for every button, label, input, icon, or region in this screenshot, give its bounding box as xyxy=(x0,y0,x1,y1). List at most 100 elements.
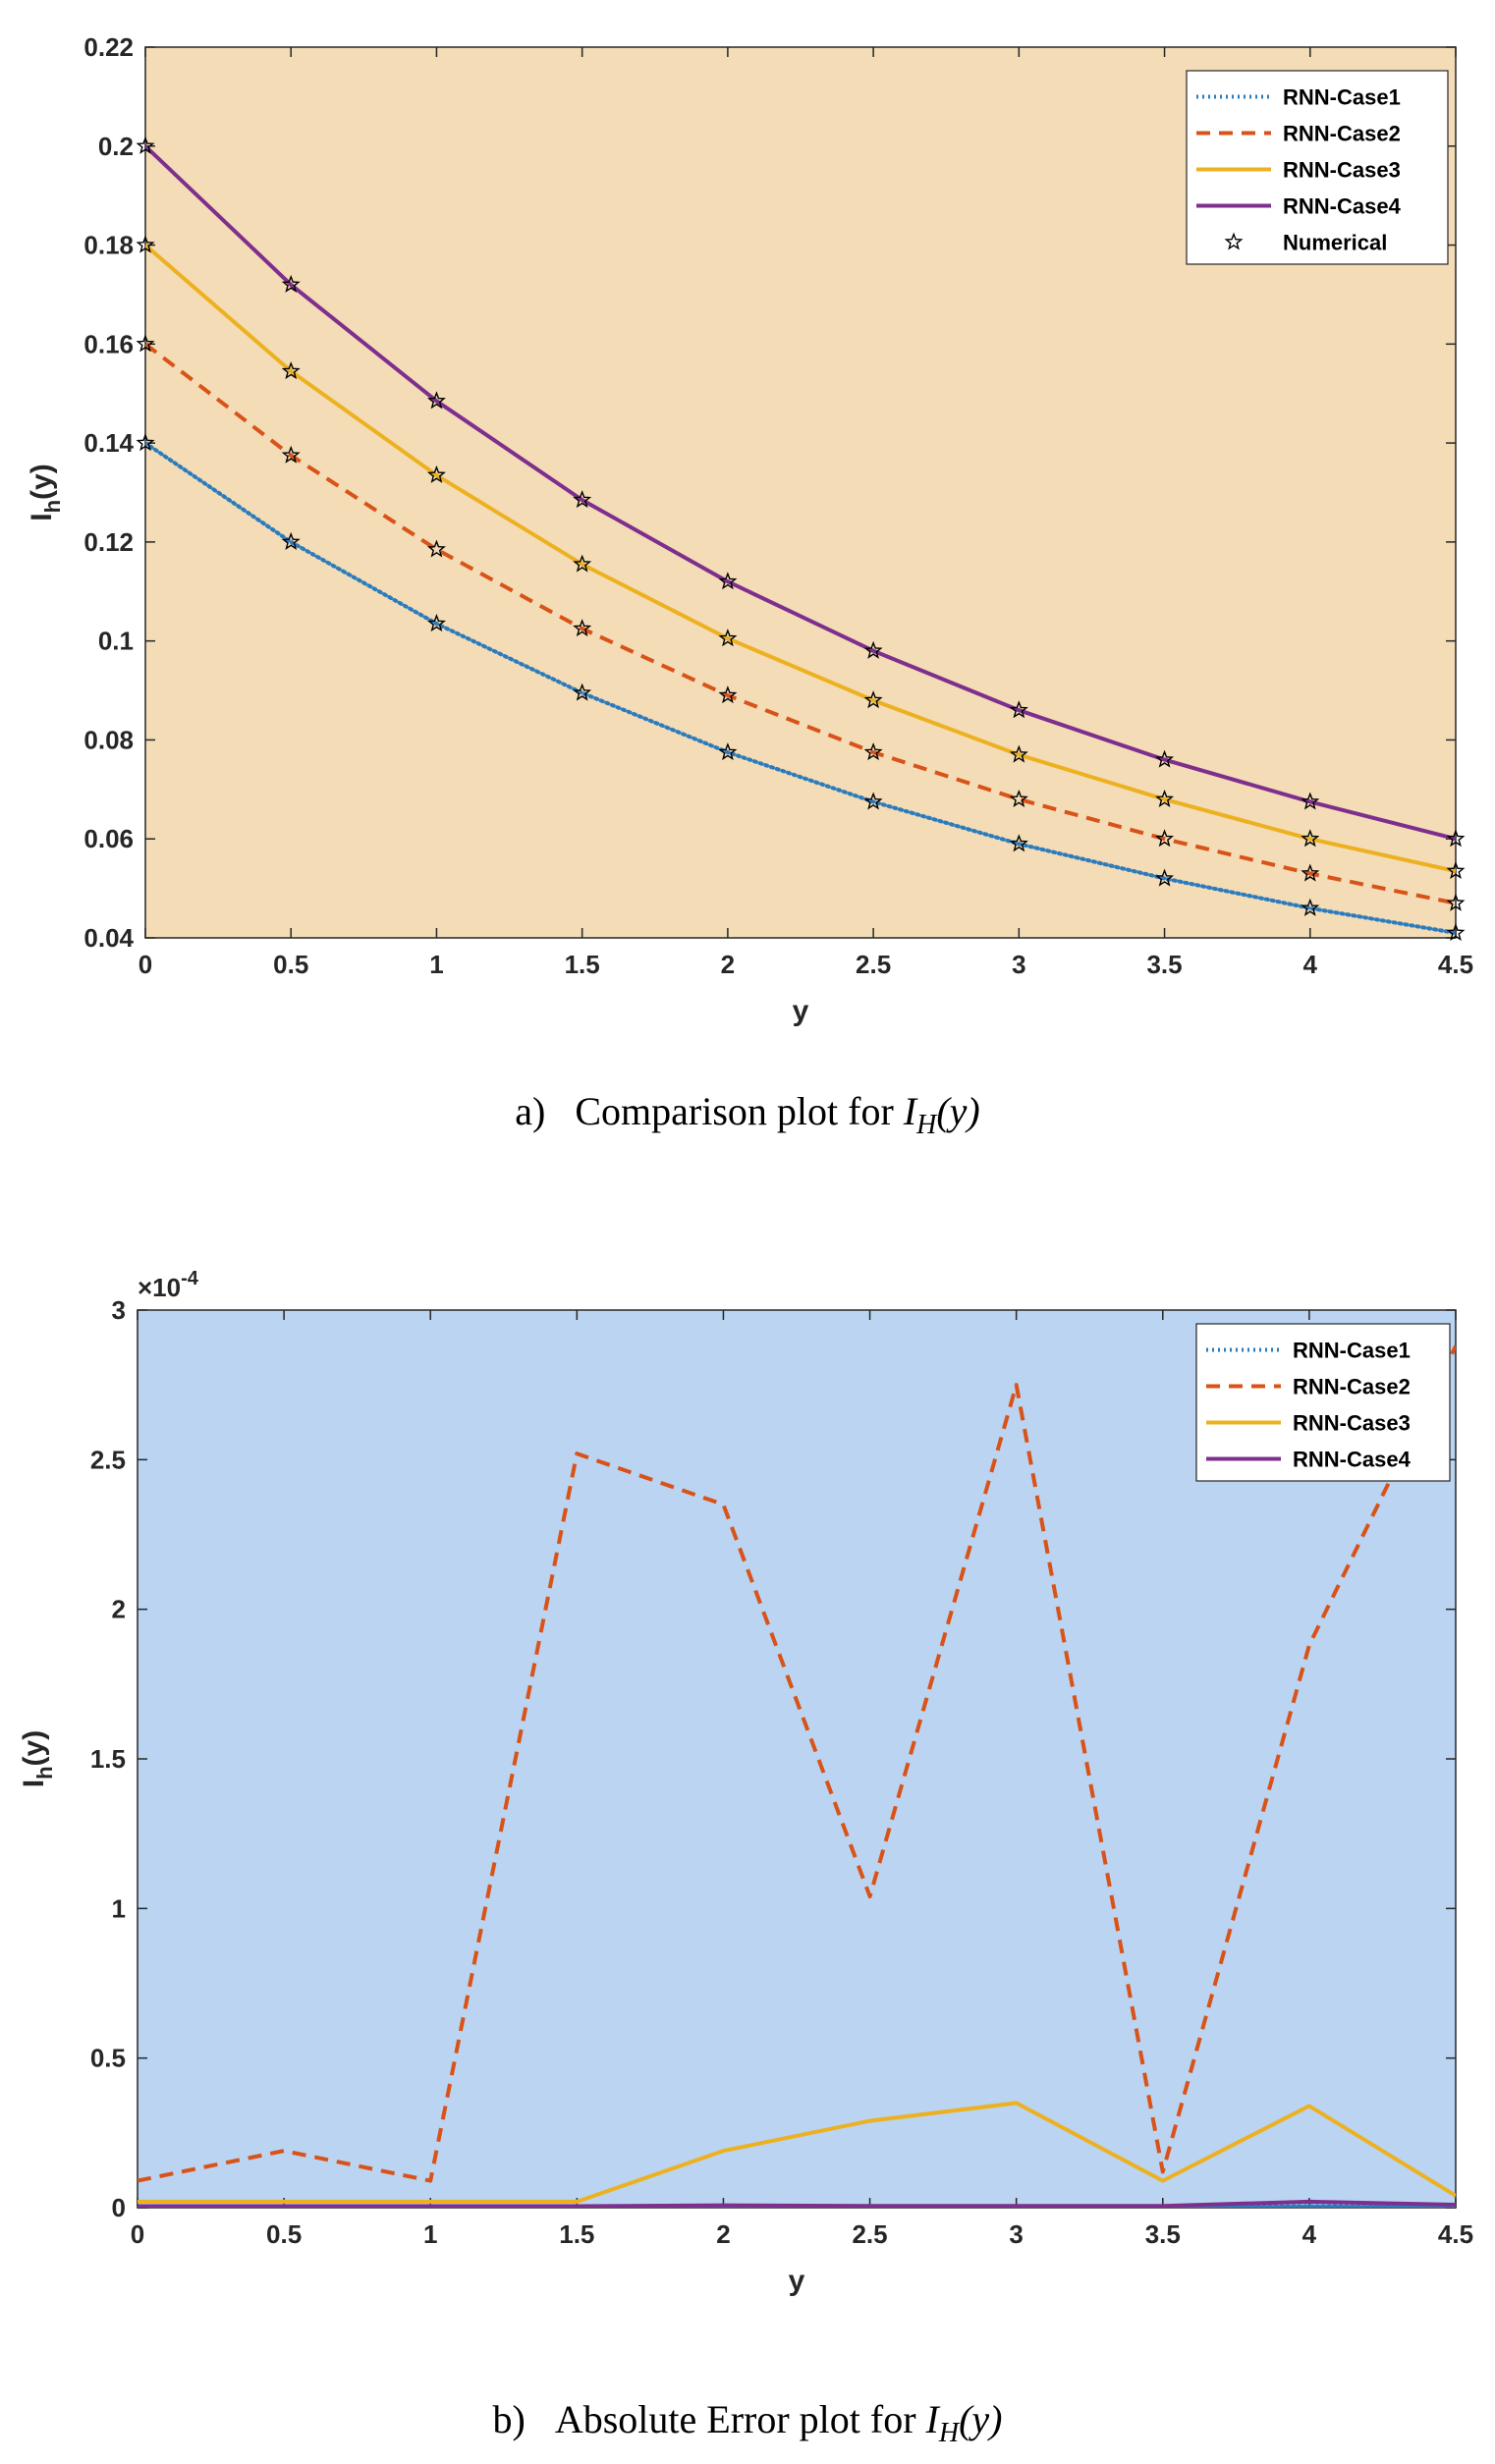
numerical-marker xyxy=(1301,829,1320,848)
numerical-marker xyxy=(573,554,592,573)
y-axis-label: Ih(y) xyxy=(26,464,65,520)
caption-math: I xyxy=(925,2397,939,2441)
series-line-rnn-case4 xyxy=(145,144,1456,842)
y-tick-label: 0.12 xyxy=(83,527,134,557)
x-tick-label: 1.5 xyxy=(565,950,600,979)
x-tick-label: 3.5 xyxy=(1145,2219,1181,2249)
x-tick-label: 2.5 xyxy=(856,950,891,979)
numerical-marker xyxy=(1009,834,1028,852)
numerical-marker xyxy=(1155,829,1175,848)
error-chart: 0 0.5 1 1.5 2 2.5 3 3.5 4 4.5 0 0.5 1 1.5 2 2.5 3 y Ih(y) ×… xyxy=(18,1268,1473,2297)
legend-label: RNN-Case1 xyxy=(1283,85,1401,110)
numerical-marker xyxy=(718,572,738,590)
numerical-marker xyxy=(1301,792,1320,810)
y-tick-label: 1.5 xyxy=(90,1744,126,1774)
x-tick-label: 4 xyxy=(1303,950,1318,979)
x-tick-label: 0.5 xyxy=(266,2219,302,2249)
numerical-marker xyxy=(1301,863,1320,882)
legend-marker-numerical xyxy=(1224,232,1244,250)
x-tick-label: 2 xyxy=(716,2219,730,2249)
x-tick-label: 1.5 xyxy=(559,2219,594,2249)
numerical-marker xyxy=(426,465,446,483)
x-tick-label: 3 xyxy=(1009,2219,1023,2249)
comparison-figure: 0 0.5 1 1.5 2 2.5 3 3.5 4 4.5 0.04 0.06 0.08 0.1 0.12 0… xyxy=(0,0,1495,1140)
series-group xyxy=(138,1344,1456,2208)
numerical-marker xyxy=(281,361,301,380)
numerical-marker xyxy=(136,334,155,353)
numerical-marker xyxy=(426,539,446,558)
caption-label: a) xyxy=(515,1089,546,1133)
x-tick-label: 2.5 xyxy=(852,2219,887,2249)
caption-text: Absolute Error plot for xyxy=(554,2397,916,2441)
numerical-marker xyxy=(136,235,155,253)
numerical-marker xyxy=(573,683,592,701)
numerical-marker xyxy=(573,619,592,637)
caption-text: Comparison plot for xyxy=(575,1089,894,1133)
numerical-marker xyxy=(281,445,301,464)
y-tick-label: 0.14 xyxy=(83,428,134,458)
legend-label: RNN-Case4 xyxy=(1293,1448,1412,1472)
x-tick-label: 4 xyxy=(1302,2219,1317,2249)
numerical-marker xyxy=(426,391,446,410)
numerical-marker xyxy=(1009,700,1028,719)
legend-label: RNN-Case4 xyxy=(1283,194,1402,219)
y-scale-label: ×10-4 xyxy=(138,1268,199,1302)
y-tick-label: 2.5 xyxy=(90,1445,126,1474)
y-tick-label: 0.22 xyxy=(83,32,134,62)
y-tick-label: 0.2 xyxy=(98,132,134,161)
numerical-marker xyxy=(1446,861,1466,880)
error-caption: b) Absolute Error plot for IH(y) xyxy=(0,2396,1495,2450)
legend-label: RNN-Case2 xyxy=(1283,122,1401,146)
numerical-marker xyxy=(1446,922,1466,942)
caption-label: b) xyxy=(492,2397,526,2441)
numerical-marker xyxy=(136,136,155,154)
numerical-marker xyxy=(1009,789,1028,807)
numerical-marker xyxy=(1446,893,1466,911)
numerical-marker xyxy=(863,792,883,810)
x-tick-label: 0.5 xyxy=(273,950,308,979)
numerical-marker xyxy=(718,685,738,704)
x-tick-label: 4.5 xyxy=(1438,950,1473,979)
legend-label: RNN-Case2 xyxy=(1293,1375,1411,1399)
y-tick-label: 0.16 xyxy=(83,329,134,358)
numerical-marker xyxy=(718,742,738,761)
x-tick-label: 1 xyxy=(423,2219,437,2249)
numerical-marker xyxy=(863,640,883,659)
x-axis-label: y xyxy=(789,2265,805,2297)
numerical-marker xyxy=(426,614,446,632)
y-tick-label: 3 xyxy=(112,1295,126,1325)
caption-math: I xyxy=(903,1089,917,1133)
numerical-marker xyxy=(1155,749,1175,768)
series-line-rnn-case3 xyxy=(145,244,1456,873)
y-tick-label: 0.06 xyxy=(83,824,134,853)
numerical-marker xyxy=(1155,868,1175,887)
legend-label: RNN-Case1 xyxy=(1293,1339,1411,1363)
x-tick-label: 4.5 xyxy=(1438,2219,1473,2249)
series-line-rnn-case4 xyxy=(138,2199,1456,2208)
x-tick-label: 1 xyxy=(429,950,443,979)
error-figure: 0 0.5 1 1.5 2 2.5 3 3.5 4 4.5 0 0.5 1 1.5 2 2.5 3 y Ih(y) ×… xyxy=(0,1257,1495,2464)
numerical-marker xyxy=(863,742,883,761)
x-tick-label: 3.5 xyxy=(1146,950,1182,979)
legend-label: RNN-Case3 xyxy=(1283,158,1401,183)
x-tick-label: 0 xyxy=(131,2219,144,2249)
y-tick-label: 0.5 xyxy=(90,2044,126,2073)
legend-label: Numerical xyxy=(1283,231,1387,255)
comparison-caption: a) Comparison plot for IH(y) xyxy=(0,1088,1495,1142)
numerical-marker xyxy=(1155,789,1175,807)
numerical-marker xyxy=(281,531,301,550)
numerical-marker xyxy=(1446,829,1466,848)
y-tick-label: 0.18 xyxy=(83,231,134,260)
legend-label: RNN-Case3 xyxy=(1293,1411,1411,1436)
numerical-marker xyxy=(573,490,592,509)
series-group xyxy=(145,144,1456,935)
y-tick-label: 0.08 xyxy=(83,725,134,754)
y-axis-label: Ih(y) xyxy=(18,1730,57,1787)
series-line-rnn-case1 xyxy=(145,441,1456,935)
caption-math-arg: (y) xyxy=(959,2397,1003,2441)
y-tick-label: 0.1 xyxy=(98,627,134,656)
y-tick-label: 0 xyxy=(112,2193,126,2222)
numerical-marker xyxy=(863,690,883,709)
caption-math-sub: H xyxy=(916,1110,937,1140)
x-tick-label: 3 xyxy=(1012,950,1025,979)
